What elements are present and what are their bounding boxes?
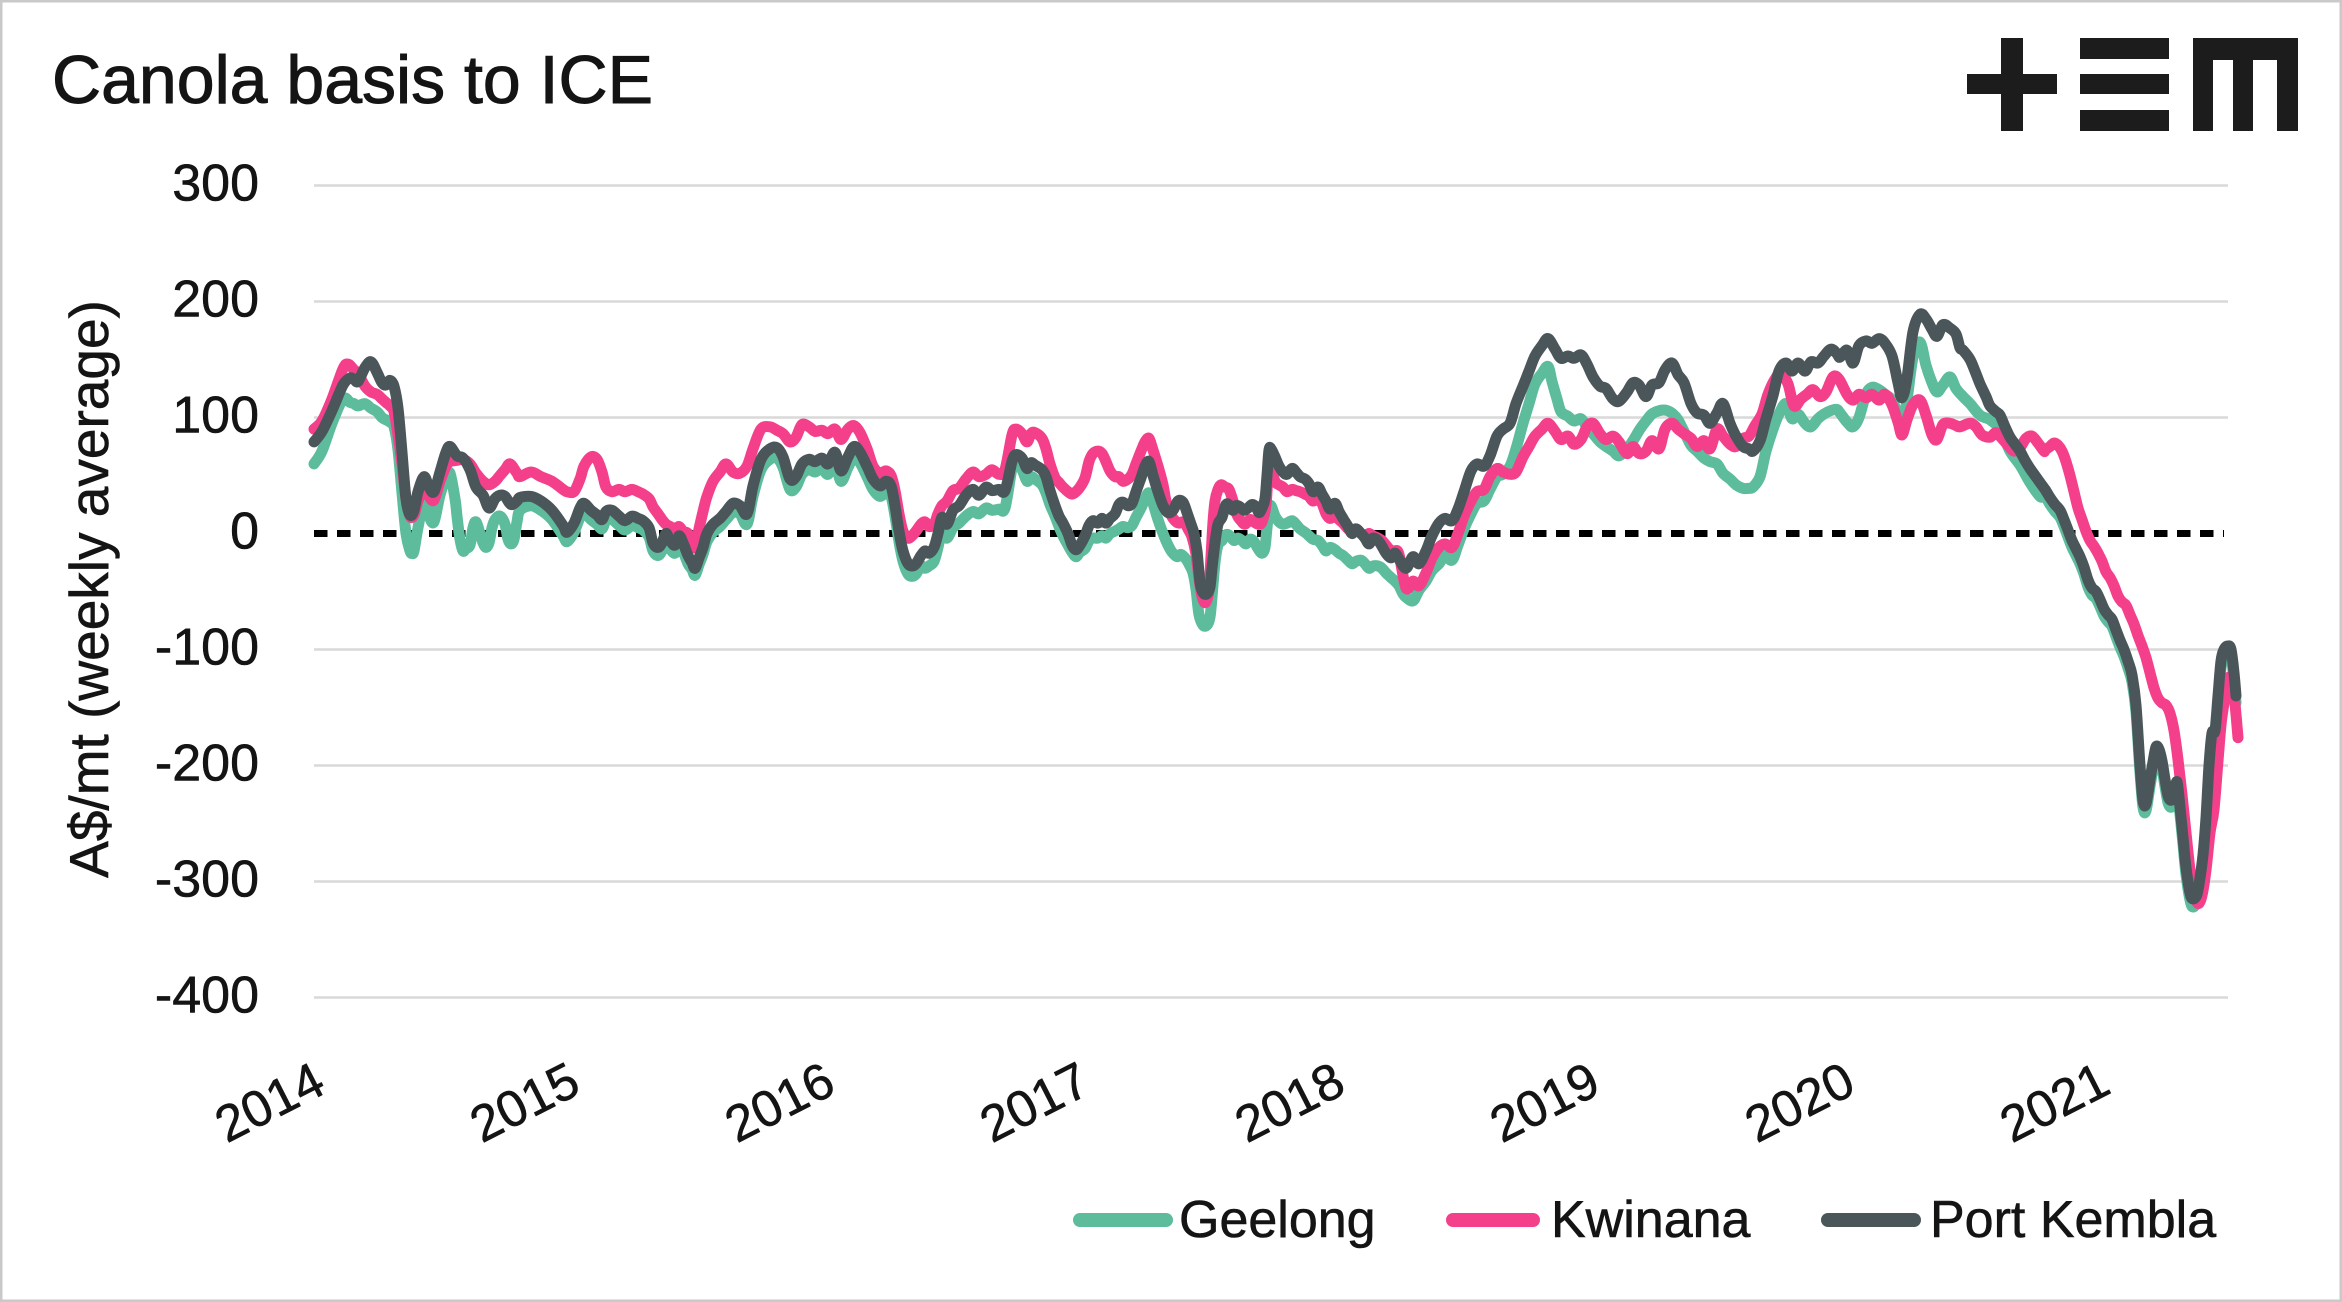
- svg-text:100: 100: [172, 387, 259, 445]
- svg-text:-100: -100: [155, 619, 259, 677]
- svg-text:Canola basis to ICE: Canola basis to ICE: [52, 42, 653, 118]
- svg-text:Port Kembla: Port Kembla: [1930, 1191, 2216, 1249]
- svg-text:-400: -400: [155, 967, 259, 1025]
- svg-text:Kwinana: Kwinana: [1551, 1191, 1751, 1249]
- svg-text:A$/mt (weekly average): A$/mt (weekly average): [58, 300, 120, 878]
- svg-text:-300: -300: [155, 851, 259, 909]
- svg-text:0: 0: [230, 503, 259, 561]
- svg-text:200: 200: [172, 271, 259, 329]
- svg-text:300: 300: [172, 155, 259, 213]
- svg-text:Geelong: Geelong: [1179, 1191, 1376, 1249]
- svg-text:-200: -200: [155, 735, 259, 793]
